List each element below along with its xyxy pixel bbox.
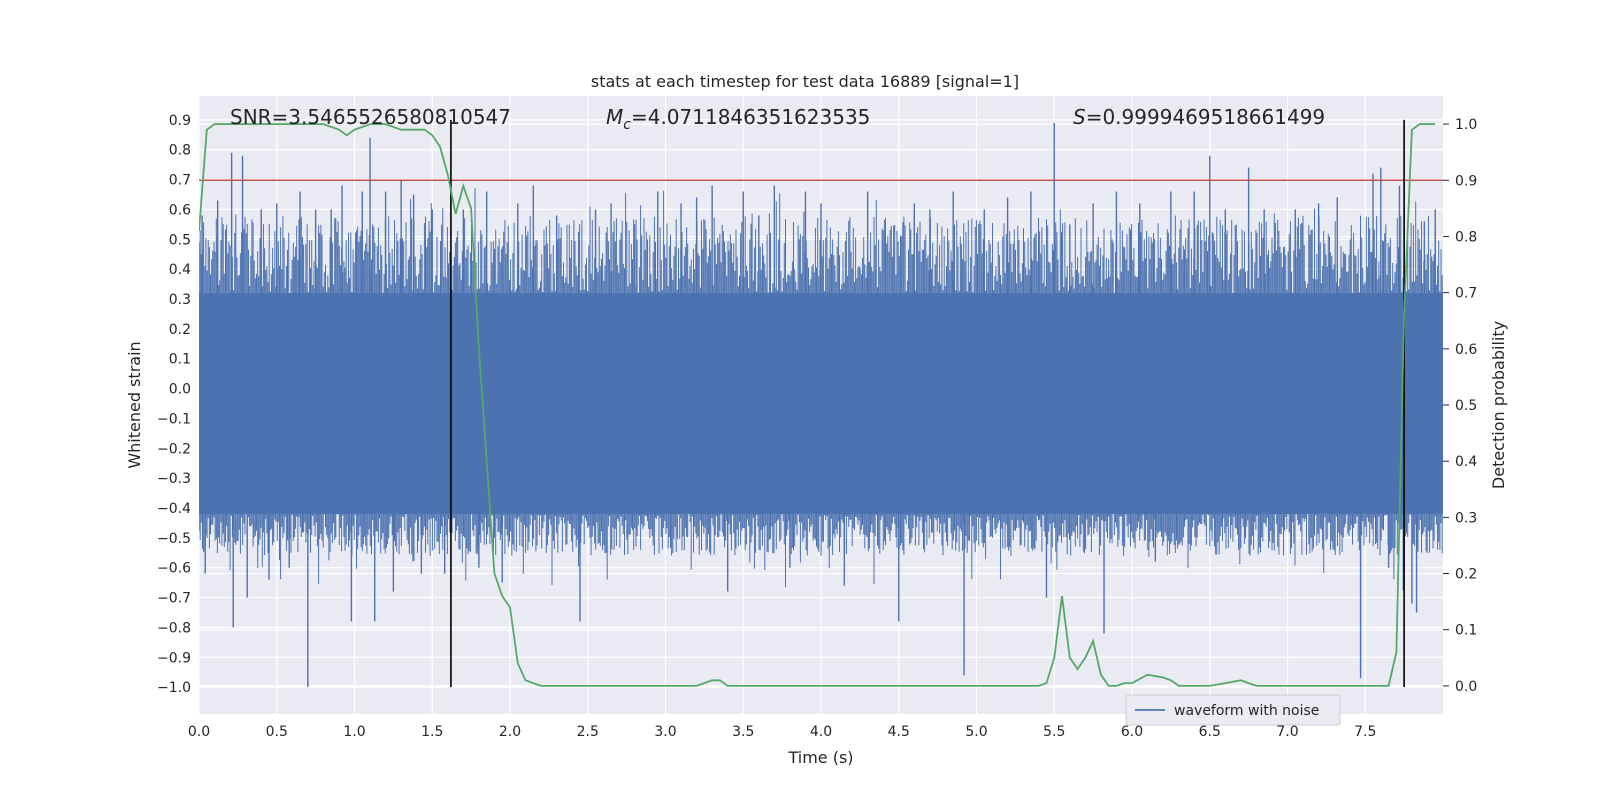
x-tick-label: 1.5 — [421, 724, 443, 740]
x-tick-label: 2.0 — [499, 724, 521, 740]
y-right-tick-label: 0.9 — [1455, 173, 1477, 189]
y-left-tick-label: 0.7 — [169, 173, 191, 189]
y-left-tick-label: 0.3 — [169, 292, 191, 308]
y-left-tick-label: 0.9 — [169, 113, 191, 129]
y-right-tick-label: 0.1 — [1455, 623, 1477, 639]
y-left-tick-label: −0.8 — [157, 620, 191, 636]
x-tick-label: 5.5 — [1043, 724, 1065, 740]
y-left-tick-label: −0.5 — [157, 531, 191, 547]
x-tick-label: 7.5 — [1354, 724, 1376, 740]
y-left-tick-label: 0.6 — [169, 202, 191, 218]
x-tick-label: 0.0 — [188, 724, 210, 740]
y-right-tick-label: 0.3 — [1455, 510, 1477, 526]
y-right-tick-label: 0.8 — [1455, 229, 1477, 245]
y-right-tick-label: 0.7 — [1455, 286, 1477, 302]
x-tick-label: 6.5 — [1199, 724, 1221, 740]
legend-box — [1125, 694, 1341, 726]
legend-label: waveform with noise — [1174, 703, 1319, 719]
y-left-tick-label: −1.0 — [157, 680, 191, 696]
chart-title: stats at each timestep for test data 168… — [591, 72, 1019, 91]
y-right-tick-label: 0.4 — [1455, 454, 1477, 470]
y-right-axis-label: Detection probability — [1489, 321, 1508, 489]
y-left-tick-label: −0.9 — [157, 650, 191, 666]
y-left-tick-label: 0.4 — [169, 262, 191, 278]
y-left-tick-label: −0.4 — [157, 501, 191, 517]
y-left-tick-label: 0.1 — [169, 352, 191, 368]
y-right-tick-label: 0.2 — [1455, 567, 1477, 583]
x-axis-label: Time (s) — [787, 748, 853, 767]
x-tick-label: 5.0 — [965, 724, 987, 740]
waveform-noise — [199, 188, 1443, 591]
x-tick-label: 4.5 — [888, 724, 910, 740]
x-tick-label: 1.0 — [343, 724, 365, 740]
y-left-tick-label: −0.6 — [157, 561, 191, 577]
y-left-tick-labels: −1.0 −0.9 −0.8 −0.7 −0.6 −0.5 −0.4 −0.3 −0.2 −0.1… — [157, 113, 191, 696]
x-tick-label: 0.5 — [266, 724, 288, 740]
y-left-tick-label: 0.5 — [169, 232, 191, 248]
y-left-tick-label: −0.1 — [157, 411, 191, 427]
x-tick-label: 3.0 — [654, 724, 676, 740]
x-tick-label: 7.0 — [1276, 724, 1298, 740]
y-right-tick-label: 0.0 — [1455, 679, 1477, 695]
y-left-tick-label: 0.8 — [169, 143, 191, 159]
y-left-tick-label: −0.3 — [157, 471, 191, 487]
y-left-axis-label: Whitened strain — [125, 341, 144, 468]
y-left-tick-label: 0.2 — [169, 322, 191, 338]
y-right-tick-label: 0.5 — [1455, 398, 1477, 414]
y-left-tick-label: −0.7 — [157, 591, 191, 607]
vertical-markers — [450, 119, 1405, 688]
y-left-tick-label: −0.2 — [157, 441, 191, 457]
y-right-tick-label: 1.0 — [1455, 117, 1477, 133]
x-tick-label: 3.5 — [732, 724, 754, 740]
y-right-tick-label: 0.6 — [1455, 342, 1477, 358]
snr-annotation: SNR=3.5465526580810547 — [230, 105, 511, 129]
y-left-tick-label: 0.0 — [169, 382, 191, 398]
detection-probability-line — [199, 123, 1436, 687]
x-tick-label: 2.5 — [577, 724, 599, 740]
waveform-series — [199, 122, 1443, 688]
x-tick-labels: 0.0 0.5 1.0 1.5 2.0 2.5 3.0 3.5 4.0 4.5 5.0 5.5 6.0 6… — [188, 724, 1377, 740]
legend: waveform with noise — [1125, 694, 1341, 726]
x-tick-label: 4.0 — [810, 724, 832, 740]
y-right-tick-labels: 0.0 0.1 0.2 0.3 0.4 0.5 0.6 0.7 0.8 0.9 1.0 — [1443, 117, 1477, 695]
x-tick-label: 6.0 — [1121, 724, 1143, 740]
chirp-mass-annotation: Mc=4.0711846351623535 — [606, 105, 870, 133]
score-annotation: S=0.9999469518661499 — [1073, 105, 1325, 129]
